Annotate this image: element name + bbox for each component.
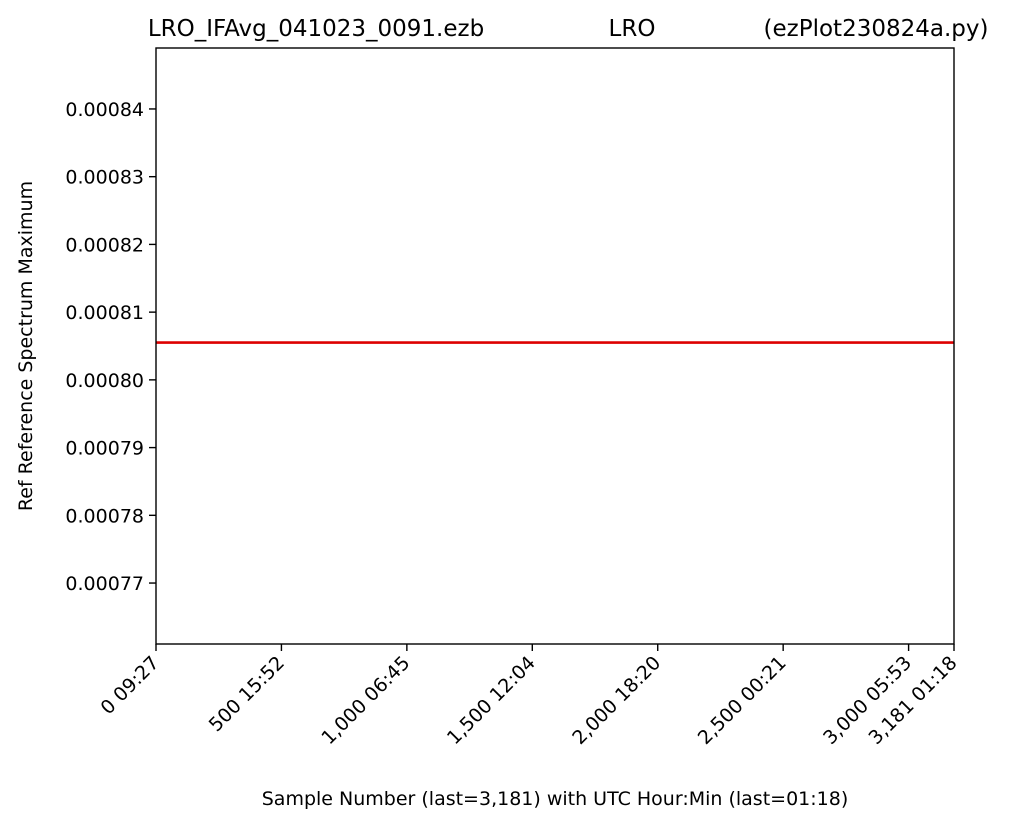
x-tick-label: 1,000 06:45 — [317, 652, 414, 749]
x-axis-ticks: 0 09:27 500 15:52 1,000 06:45 1,500 12:04 2,… — [96, 644, 962, 749]
x-tick-label: 2,500 00:21 — [694, 652, 791, 749]
plot-area-frame — [155, 47, 955, 645]
y-tick-label: 0.00080 — [65, 370, 144, 392]
y-tick-label: 0.00083 — [65, 167, 144, 189]
y-tick-label: 0.00081 — [65, 302, 144, 324]
chart-title-right: (ezPlot230824a.py) — [764, 16, 989, 42]
y-axis-ticks: 0.00077 0.00078 0.00079 0.00080 0.00081 0.000… — [65, 99, 156, 595]
x-tick-label: 0 09:27 — [96, 652, 163, 719]
y-axis-label: Ref Reference Spectrum Maximum — [15, 181, 37, 511]
chart-title-center: LRO — [609, 16, 656, 42]
y-tick-label: 0.00078 — [65, 505, 144, 527]
x-tick-label: 1,500 12:04 — [443, 652, 540, 749]
y-tick-label: 0.00079 — [65, 438, 144, 460]
chart-title-left: LRO_IFAvg_041023_0091.ezb — [148, 16, 484, 42]
x-axis-label: Sample Number (last=3,181) with UTC Hour… — [262, 788, 849, 810]
x-tick-label: 500 15:52 — [205, 652, 289, 736]
x-tick-label: 2,000 18:20 — [568, 652, 665, 749]
y-tick-label: 0.00082 — [65, 234, 144, 256]
y-tick-label: 0.00077 — [65, 573, 144, 595]
y-tick-label: 0.00084 — [65, 99, 144, 121]
